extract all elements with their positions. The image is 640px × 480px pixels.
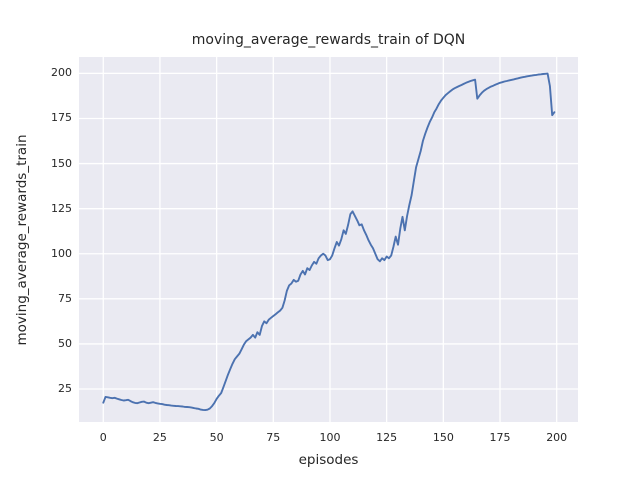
x-tick-label: 100 bbox=[319, 431, 341, 444]
x-tick-label: 175 bbox=[489, 431, 511, 444]
x-tick-label: 200 bbox=[546, 431, 568, 444]
y-tick-label: 100 bbox=[51, 246, 72, 260]
y-tick-label: 50 bbox=[58, 336, 72, 350]
y-tick-label: 25 bbox=[58, 381, 72, 395]
x-tick-label: 150 bbox=[432, 431, 454, 444]
x-axis-label: episodes bbox=[298, 452, 359, 468]
x-tick-label: 25 bbox=[152, 431, 167, 444]
y-tick-label: 175 bbox=[51, 111, 72, 125]
y-tick-label: 125 bbox=[51, 201, 72, 215]
dqn-line-series bbox=[102, 72, 556, 412]
x-tick-label: 75 bbox=[266, 431, 281, 444]
x-tick-label: 0 bbox=[99, 431, 107, 444]
y-tick-label: 200 bbox=[51, 66, 72, 80]
y-tick-label: 150 bbox=[51, 156, 72, 170]
gridlines bbox=[79, 57, 578, 422]
x-tick-label: 50 bbox=[209, 431, 224, 444]
x-tick-label: 125 bbox=[376, 431, 398, 444]
plot-area bbox=[79, 57, 578, 422]
chart-title: moving_average_rewards_train of DQN bbox=[191, 32, 466, 48]
y-tick-label: 75 bbox=[58, 291, 72, 305]
